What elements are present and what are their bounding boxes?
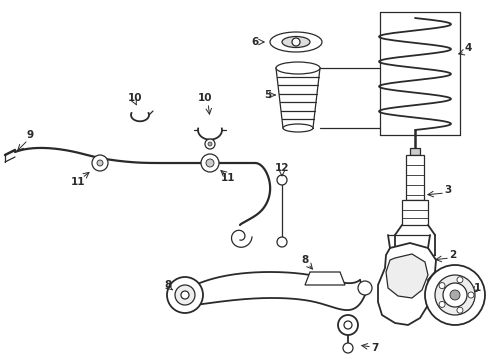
Text: 8: 8 (301, 255, 309, 265)
Polygon shape (402, 200, 428, 225)
Circle shape (439, 283, 445, 289)
Circle shape (92, 155, 108, 171)
Circle shape (457, 307, 463, 313)
Text: 3: 3 (444, 185, 452, 195)
Circle shape (468, 292, 474, 298)
Circle shape (208, 142, 212, 146)
Polygon shape (406, 155, 424, 200)
Text: 4: 4 (465, 43, 472, 53)
Text: 11: 11 (221, 173, 235, 183)
Text: 9: 9 (26, 130, 33, 140)
Text: 10: 10 (128, 93, 142, 103)
Circle shape (358, 281, 372, 295)
Ellipse shape (282, 36, 310, 48)
Ellipse shape (283, 124, 313, 132)
Text: 1: 1 (473, 283, 481, 293)
Circle shape (205, 139, 215, 149)
Circle shape (292, 38, 300, 46)
Polygon shape (386, 254, 428, 298)
Polygon shape (378, 243, 436, 325)
Ellipse shape (270, 32, 322, 52)
Circle shape (435, 275, 475, 315)
Circle shape (201, 154, 219, 172)
Polygon shape (305, 272, 345, 285)
Text: 7: 7 (371, 343, 379, 353)
Text: 12: 12 (275, 163, 289, 173)
Circle shape (181, 291, 189, 299)
Circle shape (439, 301, 445, 307)
Text: 2: 2 (449, 250, 457, 260)
Polygon shape (410, 148, 420, 155)
Circle shape (450, 290, 460, 300)
Circle shape (338, 315, 358, 335)
Circle shape (277, 237, 287, 247)
Text: 6: 6 (251, 37, 259, 47)
Text: 11: 11 (71, 177, 85, 187)
Circle shape (344, 321, 352, 329)
Text: 5: 5 (265, 90, 271, 100)
Circle shape (206, 159, 214, 167)
Circle shape (343, 343, 353, 353)
Text: 10: 10 (198, 93, 212, 103)
Circle shape (457, 277, 463, 283)
Ellipse shape (276, 62, 320, 74)
Text: 8: 8 (164, 280, 171, 290)
Circle shape (97, 160, 103, 166)
Circle shape (277, 175, 287, 185)
Circle shape (425, 265, 485, 325)
Circle shape (443, 283, 467, 307)
Circle shape (167, 277, 203, 313)
Circle shape (175, 285, 195, 305)
